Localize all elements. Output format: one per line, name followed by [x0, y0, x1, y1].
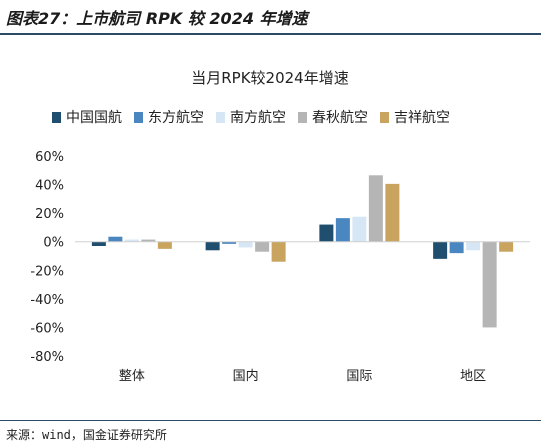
bar-1-1 — [91, 241, 106, 246]
legend: 中国国航 东方航空 南方航空 春秋航空 吉祥航空 — [52, 110, 450, 126]
y-tick-label: 20% — [35, 207, 64, 222]
legend-swatch — [52, 112, 61, 123]
bar-4-2 — [449, 241, 464, 254]
x-tick-label: 地区 — [460, 369, 486, 384]
top-divider — [0, 33, 541, 35]
legend-label: 东方航空 — [148, 110, 204, 126]
legend-item-5: 吉祥航空 — [380, 110, 450, 126]
bar-1-4 — [141, 239, 156, 242]
bar-4-5 — [499, 241, 514, 252]
x-tick-label: 整体 — [119, 369, 145, 384]
y-tick-label: -40% — [30, 293, 64, 308]
y-axis: 60% 40% 20% 0% -20% -40% -60% -80% — [30, 150, 64, 365]
bar-4-1 — [433, 241, 448, 259]
figure-title: 图表27：上市航司 RPK 较 2024 年增速 — [6, 9, 308, 28]
bar-3-5 — [385, 183, 400, 242]
bottom-divider — [0, 420, 541, 421]
x-tick-label: 国际 — [346, 369, 372, 384]
bar-3-2 — [335, 218, 350, 242]
bar-3-4 — [368, 175, 383, 242]
legend-item-4: 春秋航空 — [298, 110, 368, 126]
bar-3-3 — [352, 216, 367, 242]
bar-2-2 — [222, 241, 237, 244]
legend-label: 吉祥航空 — [394, 110, 450, 126]
bar-2-3 — [238, 241, 253, 248]
bar-2-5 — [271, 241, 286, 262]
legend-swatch — [134, 112, 143, 123]
y-tick-label: -60% — [30, 321, 64, 336]
legend-label: 中国国航 — [66, 110, 122, 126]
x-axis: 整体 国内 国际 地区 — [75, 241, 530, 384]
bar-2-1 — [205, 241, 220, 251]
x-tick-label: 国内 — [233, 368, 259, 384]
chart-title: 当月RPK较2024年增速 — [191, 69, 348, 87]
y-tick-label: 0% — [43, 236, 64, 251]
bar-1-5 — [157, 241, 172, 249]
bar-2-4 — [255, 241, 270, 252]
legend-item-2: 东方航空 — [134, 110, 204, 126]
legend-item-1: 中国国航 — [52, 110, 122, 126]
legend-item-3: 南方航空 — [216, 110, 286, 126]
y-tick-label: -20% — [30, 264, 64, 279]
legend-swatch — [298, 112, 307, 123]
bar-3-1 — [319, 224, 334, 242]
bar-4-3 — [466, 241, 481, 251]
bar-1-3 — [124, 239, 139, 242]
bar-1-2 — [108, 236, 123, 242]
bar-4-4 — [482, 241, 497, 328]
y-tick-label: 40% — [35, 179, 64, 194]
legend-label: 南方航空 — [230, 110, 286, 126]
legend-label: 春秋航空 — [312, 110, 368, 126]
y-tick-label: -80% — [30, 350, 64, 365]
bar-chart: 当月RPK较2024年增速 中国国航 东方航空 南方航空 春秋航空 吉祥航空 60% 40… — [30, 69, 530, 384]
y-tick-label: 60% — [35, 150, 64, 165]
plot-area — [91, 175, 514, 328]
legend-swatch — [380, 112, 389, 123]
source-note: 来源：wind，国金证券研究所 — [6, 428, 167, 442]
legend-swatch — [216, 112, 225, 123]
